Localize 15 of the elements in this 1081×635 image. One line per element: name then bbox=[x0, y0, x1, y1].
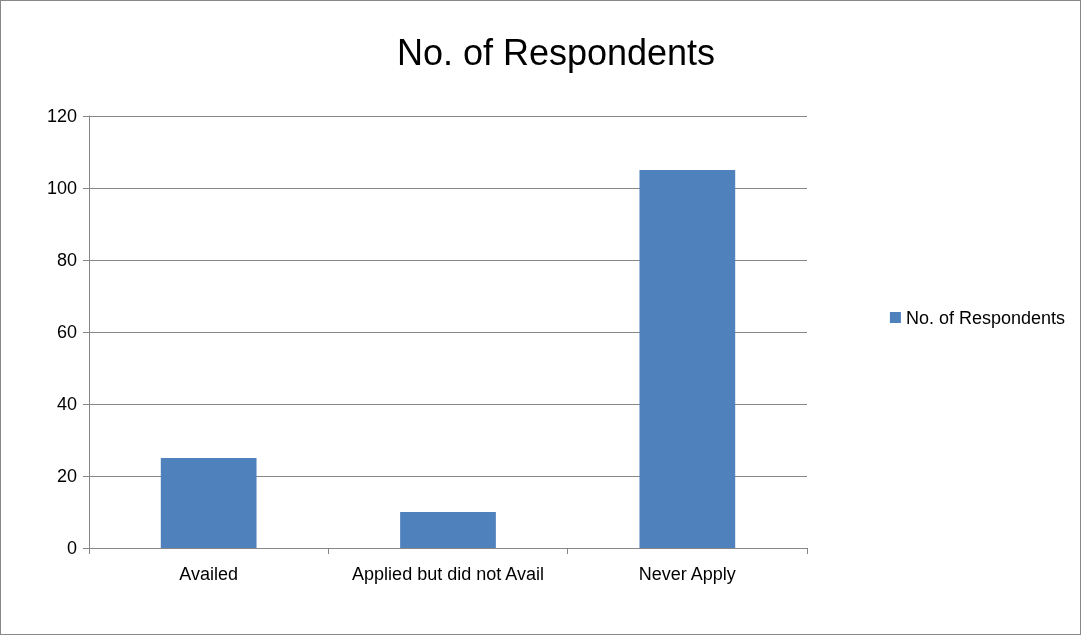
y-tick-label: 40 bbox=[56, 394, 77, 414]
y-tick-label: 0 bbox=[66, 538, 77, 558]
x-tick-label: Never Apply bbox=[638, 564, 736, 584]
y-tick-label: 60 bbox=[56, 322, 77, 342]
y-tick-label: 100 bbox=[46, 178, 77, 198]
bar bbox=[160, 458, 257, 548]
legend-label: No. of Respondents bbox=[905, 307, 1066, 328]
x-tick-label: Applied but did not Avail bbox=[352, 564, 544, 584]
x-tick-label: Availed bbox=[179, 564, 239, 584]
chart-title: No. of Respondents bbox=[396, 31, 716, 73]
y-tick-label: 80 bbox=[56, 250, 77, 270]
y-tick-label: 120 bbox=[46, 106, 77, 126]
y-tick-label: 20 bbox=[56, 466, 77, 486]
bar bbox=[400, 512, 496, 548]
bar bbox=[639, 170, 736, 548]
